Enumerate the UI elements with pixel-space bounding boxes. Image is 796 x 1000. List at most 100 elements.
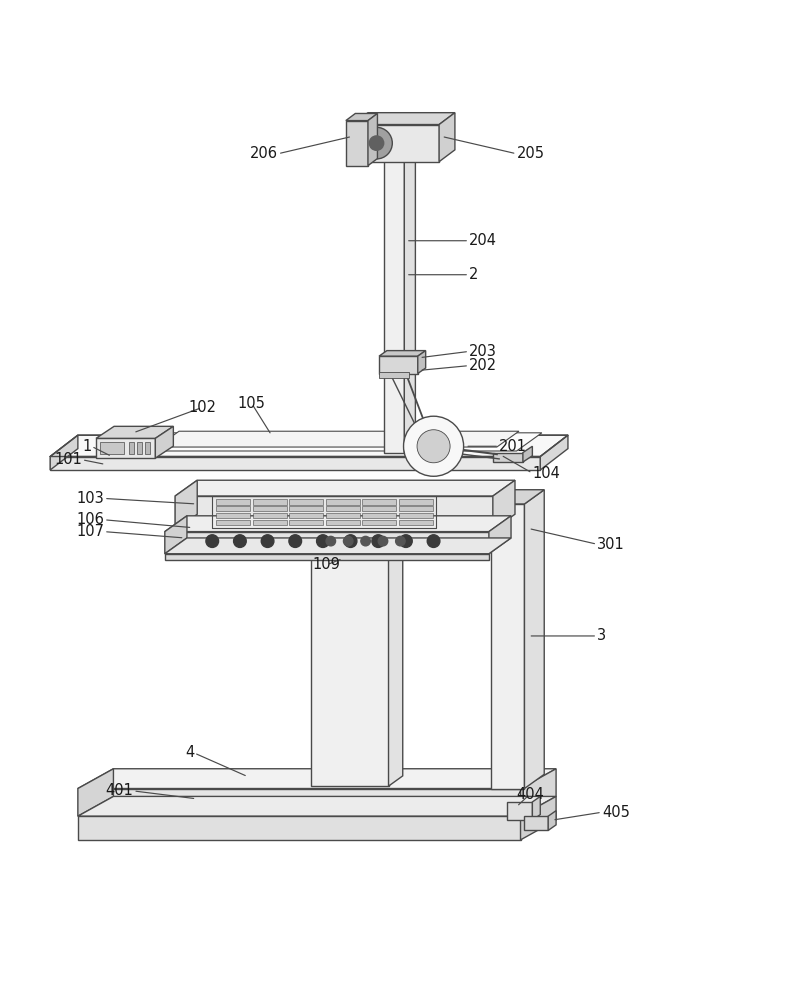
Polygon shape: [165, 516, 187, 554]
Polygon shape: [311, 557, 388, 786]
Polygon shape: [399, 520, 433, 525]
Text: 401: 401: [105, 783, 133, 798]
Polygon shape: [252, 499, 287, 505]
Polygon shape: [289, 499, 323, 505]
Text: 107: 107: [76, 524, 104, 539]
Polygon shape: [50, 457, 540, 470]
Polygon shape: [523, 446, 533, 462]
Text: 2: 2: [469, 267, 478, 282]
Polygon shape: [399, 513, 433, 518]
Polygon shape: [379, 356, 418, 374]
Polygon shape: [100, 442, 123, 454]
Circle shape: [317, 535, 330, 547]
Polygon shape: [439, 113, 455, 162]
Polygon shape: [175, 480, 515, 496]
Text: 204: 204: [469, 233, 498, 248]
Text: 1: 1: [82, 439, 92, 454]
Circle shape: [233, 535, 246, 547]
Text: 301: 301: [597, 537, 625, 552]
Polygon shape: [326, 520, 360, 525]
Polygon shape: [548, 811, 556, 830]
Circle shape: [326, 536, 336, 546]
Polygon shape: [388, 547, 403, 786]
Polygon shape: [521, 796, 556, 840]
Polygon shape: [217, 506, 250, 511]
Polygon shape: [96, 426, 174, 438]
Polygon shape: [78, 816, 521, 840]
Polygon shape: [493, 453, 523, 462]
Polygon shape: [165, 532, 489, 554]
Polygon shape: [362, 513, 396, 518]
Circle shape: [372, 535, 384, 547]
Text: 106: 106: [76, 512, 104, 527]
Polygon shape: [157, 431, 519, 447]
Polygon shape: [78, 789, 521, 816]
Circle shape: [361, 536, 370, 546]
Polygon shape: [368, 113, 377, 166]
Text: 4: 4: [185, 745, 194, 760]
Circle shape: [400, 535, 412, 547]
Polygon shape: [165, 554, 489, 560]
Polygon shape: [78, 769, 114, 816]
Polygon shape: [326, 506, 360, 511]
Circle shape: [344, 535, 357, 547]
Polygon shape: [217, 513, 250, 518]
Polygon shape: [362, 520, 396, 525]
Polygon shape: [399, 506, 433, 511]
Polygon shape: [491, 490, 544, 504]
Text: 3: 3: [597, 628, 607, 643]
Text: 101: 101: [54, 452, 82, 467]
Polygon shape: [50, 435, 568, 457]
Polygon shape: [379, 351, 426, 356]
Text: 202: 202: [469, 358, 498, 373]
Text: 109: 109: [313, 557, 341, 572]
Text: 203: 203: [469, 344, 497, 359]
Polygon shape: [252, 520, 287, 525]
Circle shape: [369, 135, 384, 151]
Polygon shape: [78, 769, 556, 789]
Polygon shape: [362, 499, 396, 505]
Polygon shape: [165, 516, 511, 532]
Polygon shape: [525, 490, 544, 789]
Polygon shape: [165, 538, 511, 554]
Polygon shape: [404, 146, 416, 453]
Polygon shape: [491, 504, 525, 789]
Polygon shape: [217, 520, 250, 525]
Text: 201: 201: [499, 439, 527, 454]
Circle shape: [361, 127, 392, 159]
Polygon shape: [289, 506, 323, 511]
Polygon shape: [311, 547, 403, 557]
Polygon shape: [252, 513, 287, 518]
Polygon shape: [384, 154, 404, 453]
Polygon shape: [345, 113, 377, 121]
Circle shape: [427, 535, 440, 547]
Polygon shape: [137, 442, 142, 454]
Text: 105: 105: [238, 396, 266, 411]
Circle shape: [417, 430, 450, 463]
Polygon shape: [289, 520, 323, 525]
Polygon shape: [129, 442, 134, 454]
Text: 104: 104: [533, 466, 560, 481]
Text: 404: 404: [516, 787, 544, 802]
Polygon shape: [533, 796, 540, 820]
Polygon shape: [289, 513, 323, 518]
Polygon shape: [493, 480, 515, 530]
Polygon shape: [175, 480, 197, 530]
Polygon shape: [155, 426, 174, 458]
Polygon shape: [252, 506, 287, 511]
Polygon shape: [521, 769, 556, 816]
Polygon shape: [399, 499, 433, 505]
Text: 102: 102: [188, 400, 216, 415]
Polygon shape: [106, 433, 542, 451]
Circle shape: [396, 536, 405, 546]
Polygon shape: [525, 816, 548, 830]
Polygon shape: [50, 435, 78, 470]
Circle shape: [404, 416, 463, 476]
Polygon shape: [345, 121, 368, 166]
Polygon shape: [418, 351, 426, 374]
Circle shape: [261, 535, 274, 547]
Polygon shape: [540, 435, 568, 470]
Polygon shape: [78, 796, 556, 816]
Polygon shape: [379, 372, 409, 378]
Polygon shape: [175, 496, 493, 530]
